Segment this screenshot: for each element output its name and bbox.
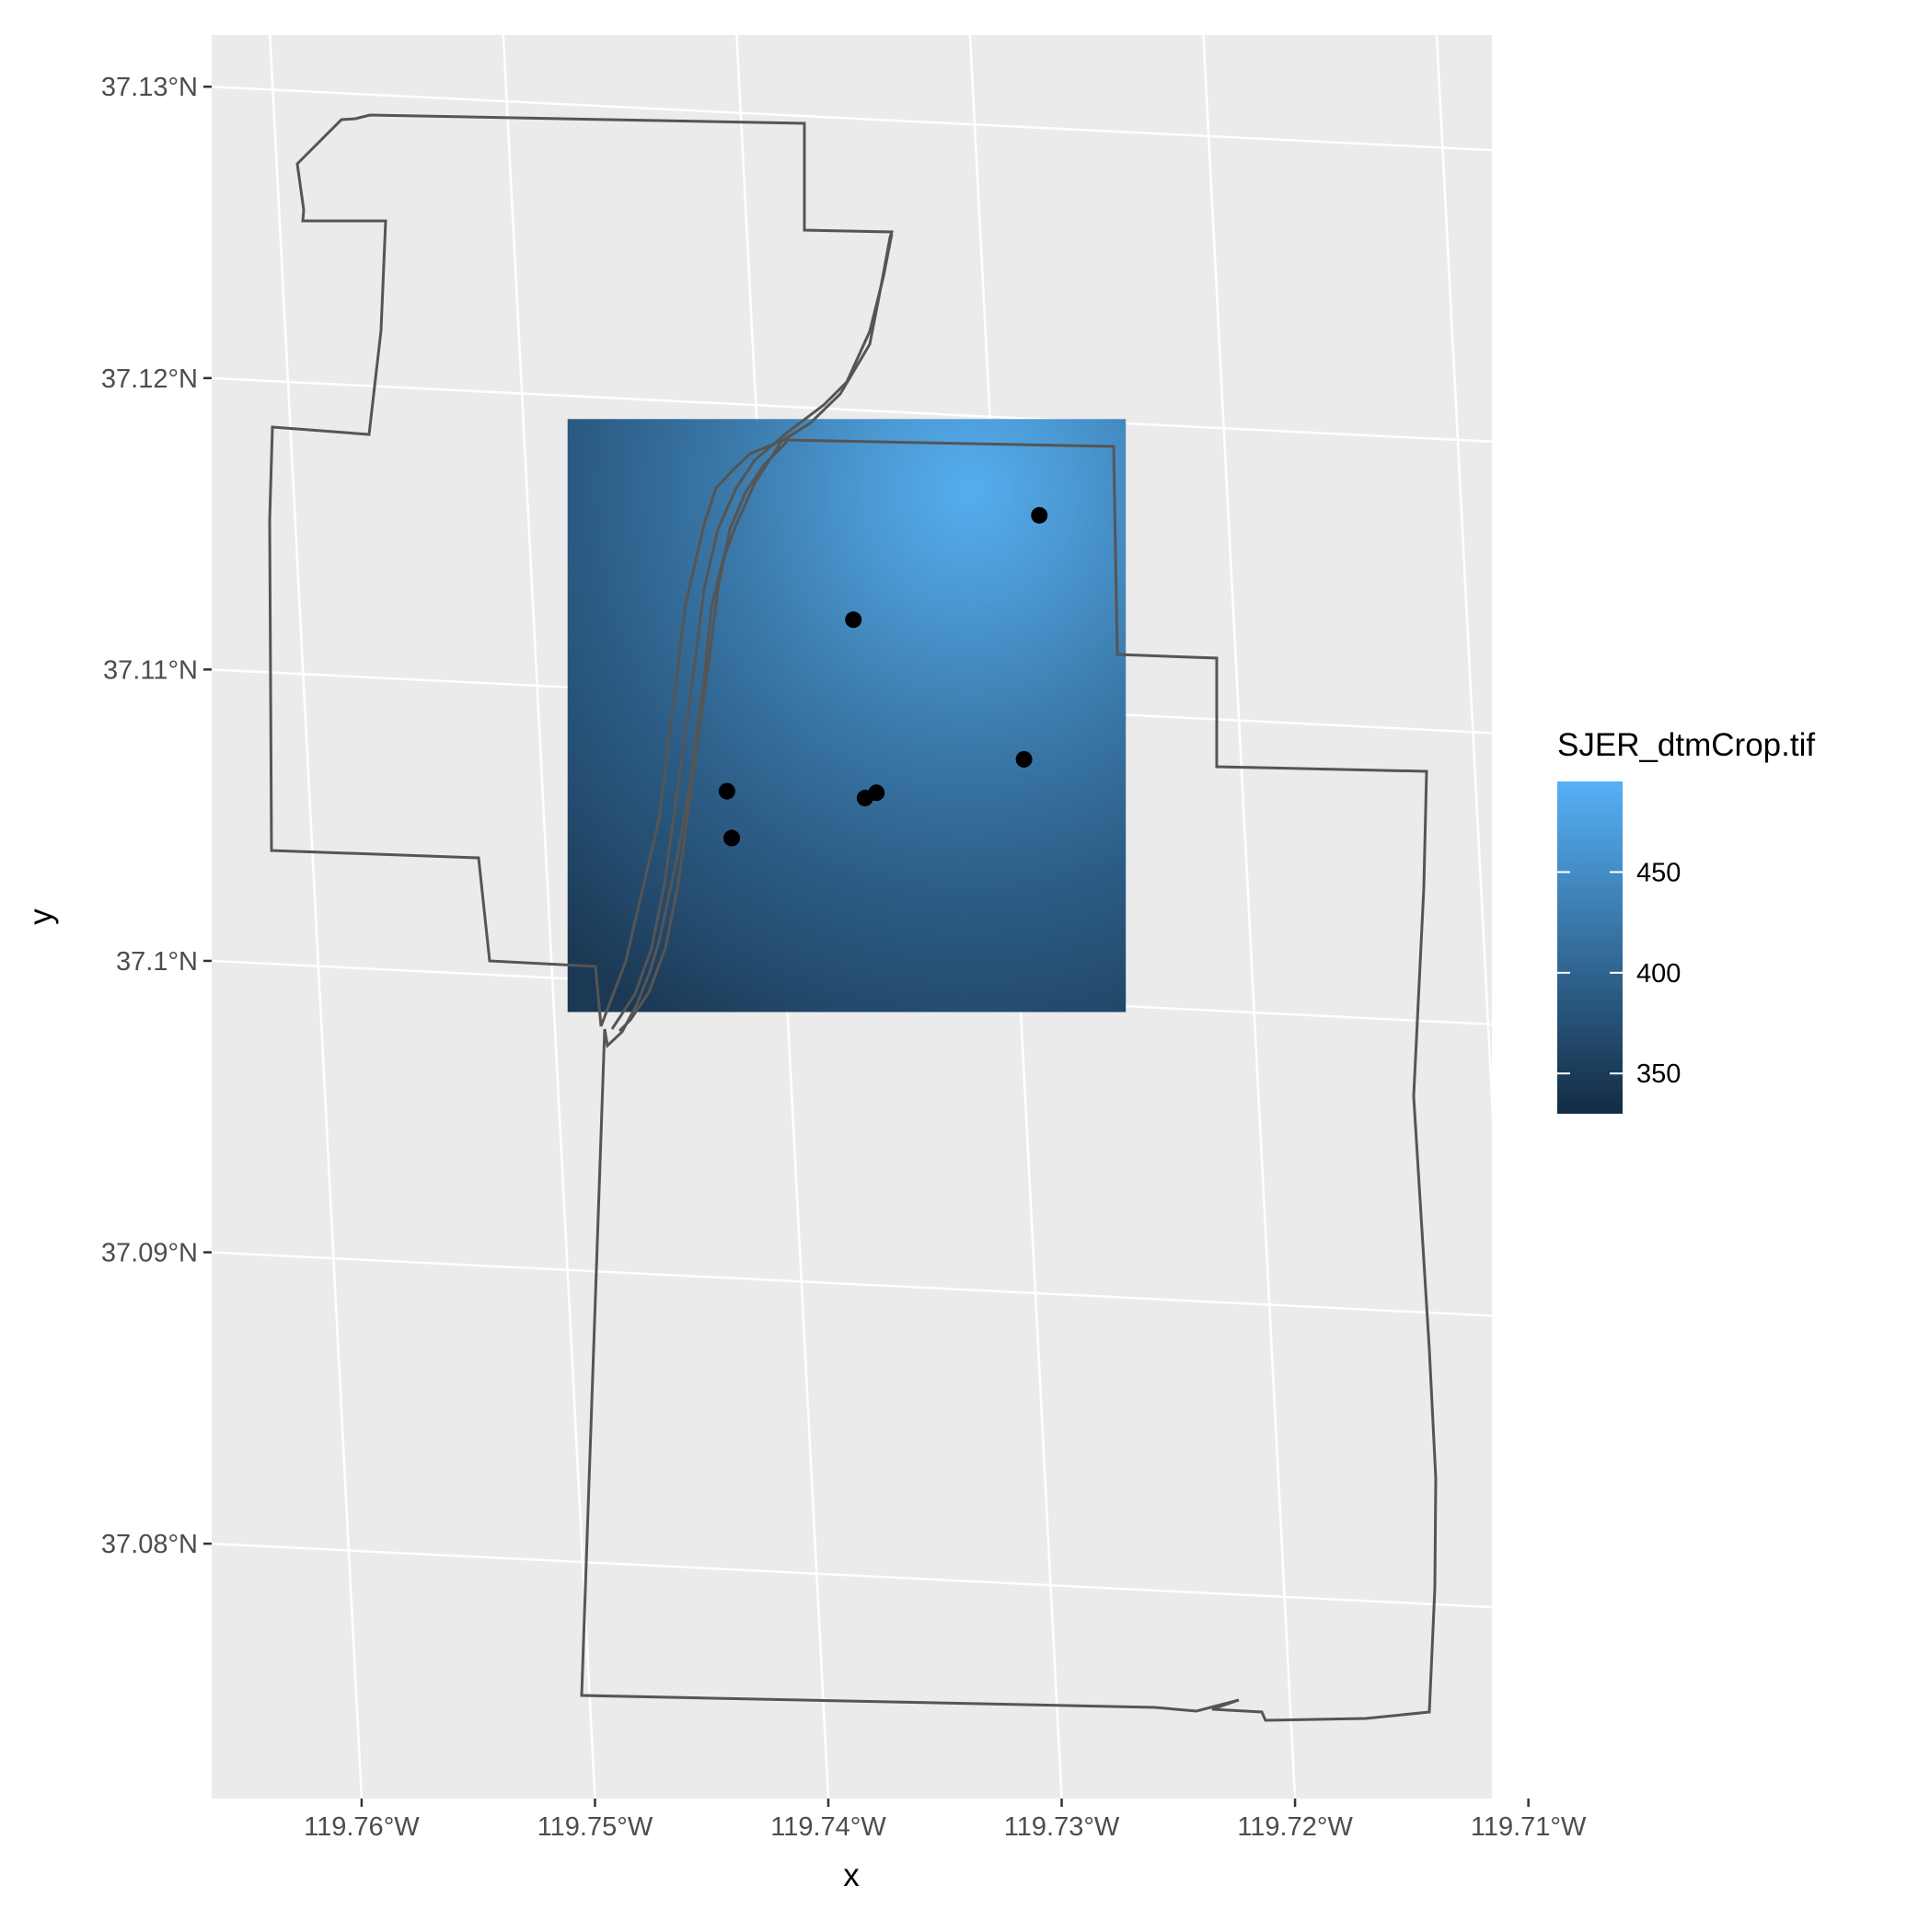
- plot-point: [723, 829, 741, 847]
- meridian-gridline: [1435, 35, 1492, 1119]
- plot-point: [845, 611, 862, 629]
- parallel-gridline: [212, 1542, 1492, 1609]
- x-axis-title: x: [843, 1857, 860, 1893]
- y-tick-label: 37.09°N: [101, 1239, 198, 1268]
- legend-tick-label: 350: [1636, 1059, 1681, 1089]
- road-line: [618, 440, 789, 1033]
- parallel-gridline: [212, 376, 1492, 443]
- y-tick-label: 37.12°N: [101, 364, 198, 394]
- road-line: [610, 233, 894, 1030]
- legend-colorbar: [1557, 781, 1623, 1114]
- y-tick-label: 37.11°N: [103, 655, 198, 685]
- y-tick-label: 37.08°N: [101, 1530, 198, 1559]
- legend-tick-label: 400: [1636, 959, 1681, 989]
- x-axis: 119.76°W 119.75°W 119.74°W 119.73°W 119.72°W…: [304, 1799, 1587, 1842]
- y-tick-label: 37.1°N: [116, 947, 198, 977]
- y-axis: 37.13°N 37.12°N 37.11°N 37.1°N 37.09°N 37.08°…: [101, 73, 212, 1559]
- x-tick-label: 119.74°W: [770, 1812, 886, 1842]
- legend-title: SJER_dtmCrop.tif: [1557, 727, 1815, 763]
- parallel-gridline: [212, 85, 1492, 152]
- plot-points: [718, 506, 1048, 847]
- plot-point: [868, 784, 885, 802]
- plot-point: [718, 782, 735, 800]
- x-tick-label: 119.73°W: [1004, 1812, 1120, 1842]
- legend: SJER_dtmCrop.tif 450 400 350: [1557, 727, 1815, 1114]
- legend-tick-label: 450: [1636, 858, 1681, 887]
- y-tick-label: 37.13°N: [101, 73, 198, 102]
- y-axis-title: y: [23, 908, 59, 925]
- x-tick-label: 119.76°W: [304, 1812, 420, 1842]
- legend-ticks: 450 400 350: [1557, 858, 1681, 1089]
- meridian-gridline: [1202, 35, 1297, 1799]
- x-tick-label: 119.72°W: [1237, 1812, 1353, 1842]
- x-tick-label: 119.71°W: [1471, 1812, 1587, 1842]
- site-boundary-north: [268, 113, 895, 1027]
- site-boundary-south: [580, 438, 1438, 1722]
- plot-point: [1015, 750, 1033, 768]
- x-tick-label: 119.75°W: [537, 1812, 653, 1842]
- meridian-gridline: [269, 35, 364, 1799]
- parallel-gridline: [212, 1251, 1492, 1317]
- plot-point: [1031, 506, 1048, 524]
